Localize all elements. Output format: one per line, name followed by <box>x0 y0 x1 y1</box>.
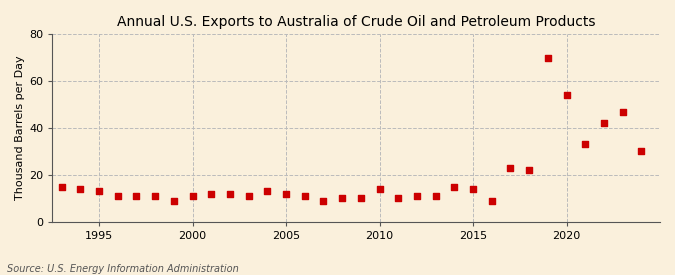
Point <box>449 184 460 189</box>
Point <box>169 199 180 203</box>
Point <box>374 187 385 191</box>
Point <box>318 199 329 203</box>
Point <box>599 121 610 126</box>
Point <box>505 166 516 170</box>
Point <box>468 187 479 191</box>
Point <box>543 56 554 60</box>
Point <box>131 194 142 198</box>
Point <box>56 184 67 189</box>
Point <box>225 191 236 196</box>
Point <box>486 199 497 203</box>
Point <box>94 189 105 194</box>
Point <box>112 194 123 198</box>
Point <box>524 168 535 172</box>
Title: Annual U.S. Exports to Australia of Crude Oil and Petroleum Products: Annual U.S. Exports to Australia of Crud… <box>117 15 595 29</box>
Point <box>636 149 647 154</box>
Point <box>299 194 310 198</box>
Point <box>243 194 254 198</box>
Point <box>206 191 217 196</box>
Point <box>580 142 591 147</box>
Point <box>393 196 404 200</box>
Point <box>430 194 441 198</box>
Point <box>412 194 423 198</box>
Point <box>356 196 367 200</box>
Point <box>617 109 628 114</box>
Point <box>150 194 161 198</box>
Point <box>337 196 348 200</box>
Point <box>187 194 198 198</box>
Point <box>262 189 273 194</box>
Point <box>281 191 292 196</box>
Point <box>561 93 572 97</box>
Y-axis label: Thousand Barrels per Day: Thousand Barrels per Day <box>15 56 25 200</box>
Point <box>75 187 86 191</box>
Text: Source: U.S. Energy Information Administration: Source: U.S. Energy Information Administ… <box>7 264 238 274</box>
